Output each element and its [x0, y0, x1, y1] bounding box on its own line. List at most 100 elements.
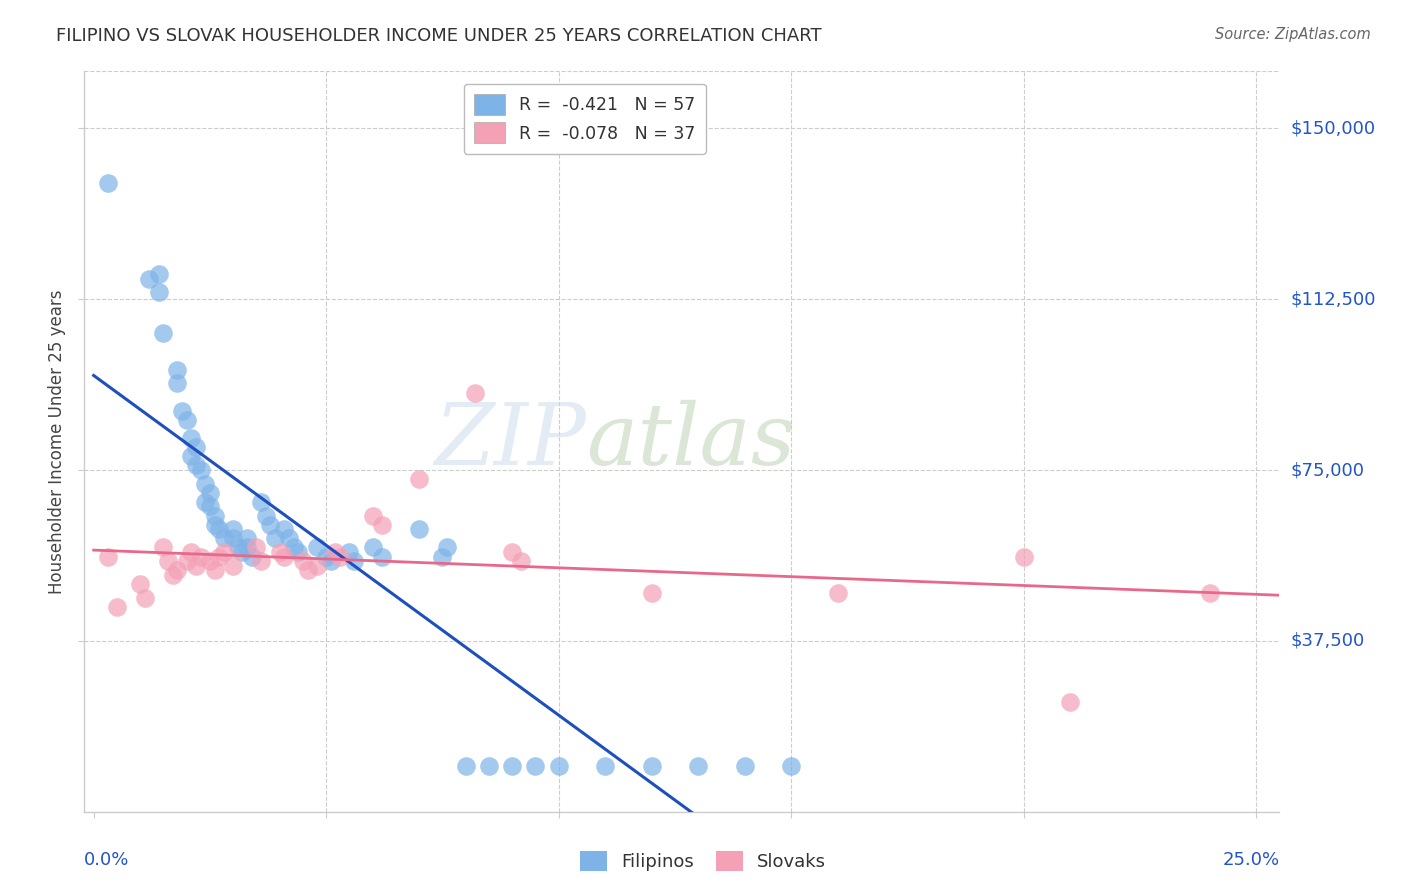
- Point: [264, 532, 287, 546]
- Point: [371, 549, 394, 564]
- Text: atlas: atlas: [586, 401, 796, 483]
- Point: [152, 541, 174, 555]
- Point: [1198, 586, 1220, 600]
- Point: [343, 554, 366, 568]
- Point: [166, 363, 188, 377]
- Point: [641, 759, 664, 773]
- Point: [138, 271, 160, 285]
- Point: [176, 413, 198, 427]
- Point: [780, 759, 803, 773]
- Point: [194, 476, 217, 491]
- Point: [454, 759, 477, 773]
- Y-axis label: Householder Income Under 25 years: Householder Income Under 25 years: [48, 289, 66, 594]
- Point: [305, 541, 328, 555]
- Point: [208, 522, 231, 536]
- Point: [478, 759, 501, 773]
- Point: [184, 440, 207, 454]
- Point: [315, 549, 337, 564]
- Point: [269, 545, 291, 559]
- Point: [162, 567, 184, 582]
- Point: [501, 545, 523, 559]
- Point: [222, 532, 245, 546]
- Legend: R =  -0.421   N = 57, R =  -0.078   N = 37: R = -0.421 N = 57, R = -0.078 N = 37: [464, 84, 706, 154]
- Point: [222, 558, 245, 573]
- Legend: Filipinos, Slovaks: Filipinos, Slovaks: [572, 844, 834, 879]
- Point: [148, 285, 170, 300]
- Point: [194, 495, 217, 509]
- Point: [166, 563, 188, 577]
- Point: [148, 267, 170, 281]
- Point: [641, 586, 664, 600]
- Point: [212, 545, 235, 559]
- Point: [170, 404, 193, 418]
- Point: [524, 759, 547, 773]
- Point: [305, 558, 328, 573]
- Text: 25.0%: 25.0%: [1222, 851, 1279, 869]
- Point: [593, 759, 616, 773]
- Point: [436, 541, 458, 555]
- Point: [184, 558, 207, 573]
- Point: [129, 577, 152, 591]
- Text: Source: ZipAtlas.com: Source: ZipAtlas.com: [1215, 27, 1371, 42]
- Point: [408, 522, 430, 536]
- Point: [273, 522, 295, 536]
- Text: $37,500: $37,500: [1291, 632, 1365, 650]
- Point: [688, 759, 710, 773]
- Point: [297, 563, 319, 577]
- Text: 0.0%: 0.0%: [84, 851, 129, 869]
- Point: [204, 563, 226, 577]
- Text: $112,500: $112,500: [1291, 290, 1376, 308]
- Point: [180, 450, 202, 464]
- Point: [325, 545, 347, 559]
- Point: [273, 549, 295, 564]
- Point: [190, 549, 212, 564]
- Point: [180, 545, 202, 559]
- Point: [734, 759, 756, 773]
- Point: [97, 176, 120, 190]
- Point: [198, 500, 221, 514]
- Point: [339, 545, 361, 559]
- Point: [1059, 695, 1081, 709]
- Point: [190, 463, 212, 477]
- Point: [254, 508, 277, 523]
- Point: [510, 554, 533, 568]
- Point: [226, 541, 249, 555]
- Point: [236, 532, 259, 546]
- Point: [319, 554, 342, 568]
- Text: ZIP: ZIP: [434, 401, 586, 483]
- Point: [204, 517, 226, 532]
- Point: [283, 541, 305, 555]
- Point: [166, 376, 188, 391]
- Point: [157, 554, 180, 568]
- Point: [408, 472, 430, 486]
- Point: [180, 431, 202, 445]
- Text: FILIPINO VS SLOVAK HOUSEHOLDER INCOME UNDER 25 YEARS CORRELATION CHART: FILIPINO VS SLOVAK HOUSEHOLDER INCOME UN…: [56, 27, 823, 45]
- Point: [827, 586, 849, 600]
- Point: [184, 458, 207, 473]
- Point: [212, 532, 235, 546]
- Point: [250, 495, 273, 509]
- Text: $150,000: $150,000: [1291, 120, 1375, 137]
- Point: [105, 599, 128, 614]
- Point: [236, 541, 259, 555]
- Point: [97, 549, 120, 564]
- Point: [134, 591, 156, 605]
- Point: [198, 485, 221, 500]
- Point: [245, 541, 267, 555]
- Point: [501, 759, 523, 773]
- Point: [259, 517, 281, 532]
- Point: [291, 554, 314, 568]
- Point: [361, 541, 384, 555]
- Point: [231, 545, 253, 559]
- Point: [547, 759, 569, 773]
- Point: [278, 532, 301, 546]
- Point: [222, 522, 245, 536]
- Point: [152, 326, 174, 341]
- Point: [464, 385, 486, 400]
- Point: [208, 549, 231, 564]
- Point: [361, 508, 384, 523]
- Text: $75,000: $75,000: [1291, 461, 1365, 479]
- Point: [198, 554, 221, 568]
- Point: [287, 545, 309, 559]
- Point: [176, 554, 198, 568]
